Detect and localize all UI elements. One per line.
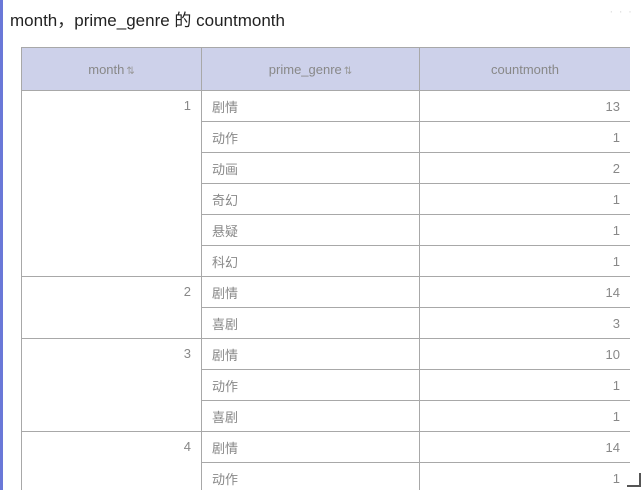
- column-header-month[interactable]: month ⇅: [21, 47, 202, 91]
- data-table: month ⇅ prime_genre ⇅ countmonth 1 剧情 13 动作 1 动…: [21, 47, 630, 490]
- column-header-countmonth[interactable]: countmonth: [419, 47, 630, 91]
- count-cell: 1: [419, 245, 630, 277]
- month-cell: 1: [21, 90, 202, 277]
- count-cell: 10: [419, 338, 630, 370]
- genre-cell: 剧情: [201, 276, 420, 308]
- genre-cell: 动作: [201, 462, 420, 490]
- genre-cell: 动作: [201, 369, 420, 401]
- data-table-container[interactable]: month ⇅ prime_genre ⇅ countmonth 1 剧情 13 动作 1 动…: [21, 47, 630, 490]
- left-accent-bar: [0, 0, 3, 490]
- genre-cell: 剧情: [201, 90, 420, 122]
- table-row: 3 剧情 10: [21, 338, 630, 432]
- genre-cell: 喜剧: [201, 400, 420, 432]
- table-header-row: month ⇅ prime_genre ⇅ countmonth: [21, 47, 630, 91]
- genre-cell: 剧情: [201, 431, 420, 463]
- month-cell: 3: [21, 338, 202, 432]
- count-cell: 2: [419, 152, 630, 184]
- resize-handle[interactable]: [627, 473, 641, 487]
- count-cell: 1: [419, 121, 630, 153]
- table-row: 奇幻 1: [22, 183, 630, 215]
- table-row: 喜剧 1: [22, 400, 630, 432]
- more-options-icon[interactable]: · · ·: [609, 4, 633, 18]
- count-cell: 14: [419, 431, 630, 463]
- genre-cell: 悬疑: [201, 214, 420, 246]
- table-row: 动作 1: [22, 369, 630, 401]
- count-cell: 1: [419, 400, 630, 432]
- genre-cell: 动作: [201, 121, 420, 153]
- count-cell: 3: [419, 307, 630, 339]
- count-cell: 1: [419, 462, 630, 490]
- table-row: 2 剧情 14: [21, 276, 630, 339]
- table-row: 1 剧情 13: [21, 90, 630, 277]
- sort-icon[interactable]: ⇅: [343, 65, 353, 77]
- column-header-prime-genre[interactable]: prime_genre ⇅: [201, 47, 420, 91]
- genre-cell: 动画: [201, 152, 420, 184]
- genre-cell: 喜剧: [201, 307, 420, 339]
- table-row: 动作 1: [22, 121, 630, 153]
- genre-cell: 奇幻: [201, 183, 420, 215]
- month-cell: 2: [21, 276, 202, 339]
- genre-cell: 科幻: [201, 245, 420, 277]
- count-cell: 1: [419, 183, 630, 215]
- table-row: 动作 1: [22, 462, 630, 490]
- chart-title: month，prime_genre 的 countmonth: [10, 11, 285, 30]
- month-cell: 4: [21, 431, 202, 490]
- count-cell: 13: [419, 90, 630, 122]
- count-cell: 1: [419, 214, 630, 246]
- count-cell: 1: [419, 369, 630, 401]
- sort-icon[interactable]: ⇅: [126, 65, 135, 77]
- genre-cell: 剧情: [201, 338, 420, 370]
- table-row: 4 剧情 14: [21, 431, 630, 490]
- count-cell: 14: [419, 276, 630, 308]
